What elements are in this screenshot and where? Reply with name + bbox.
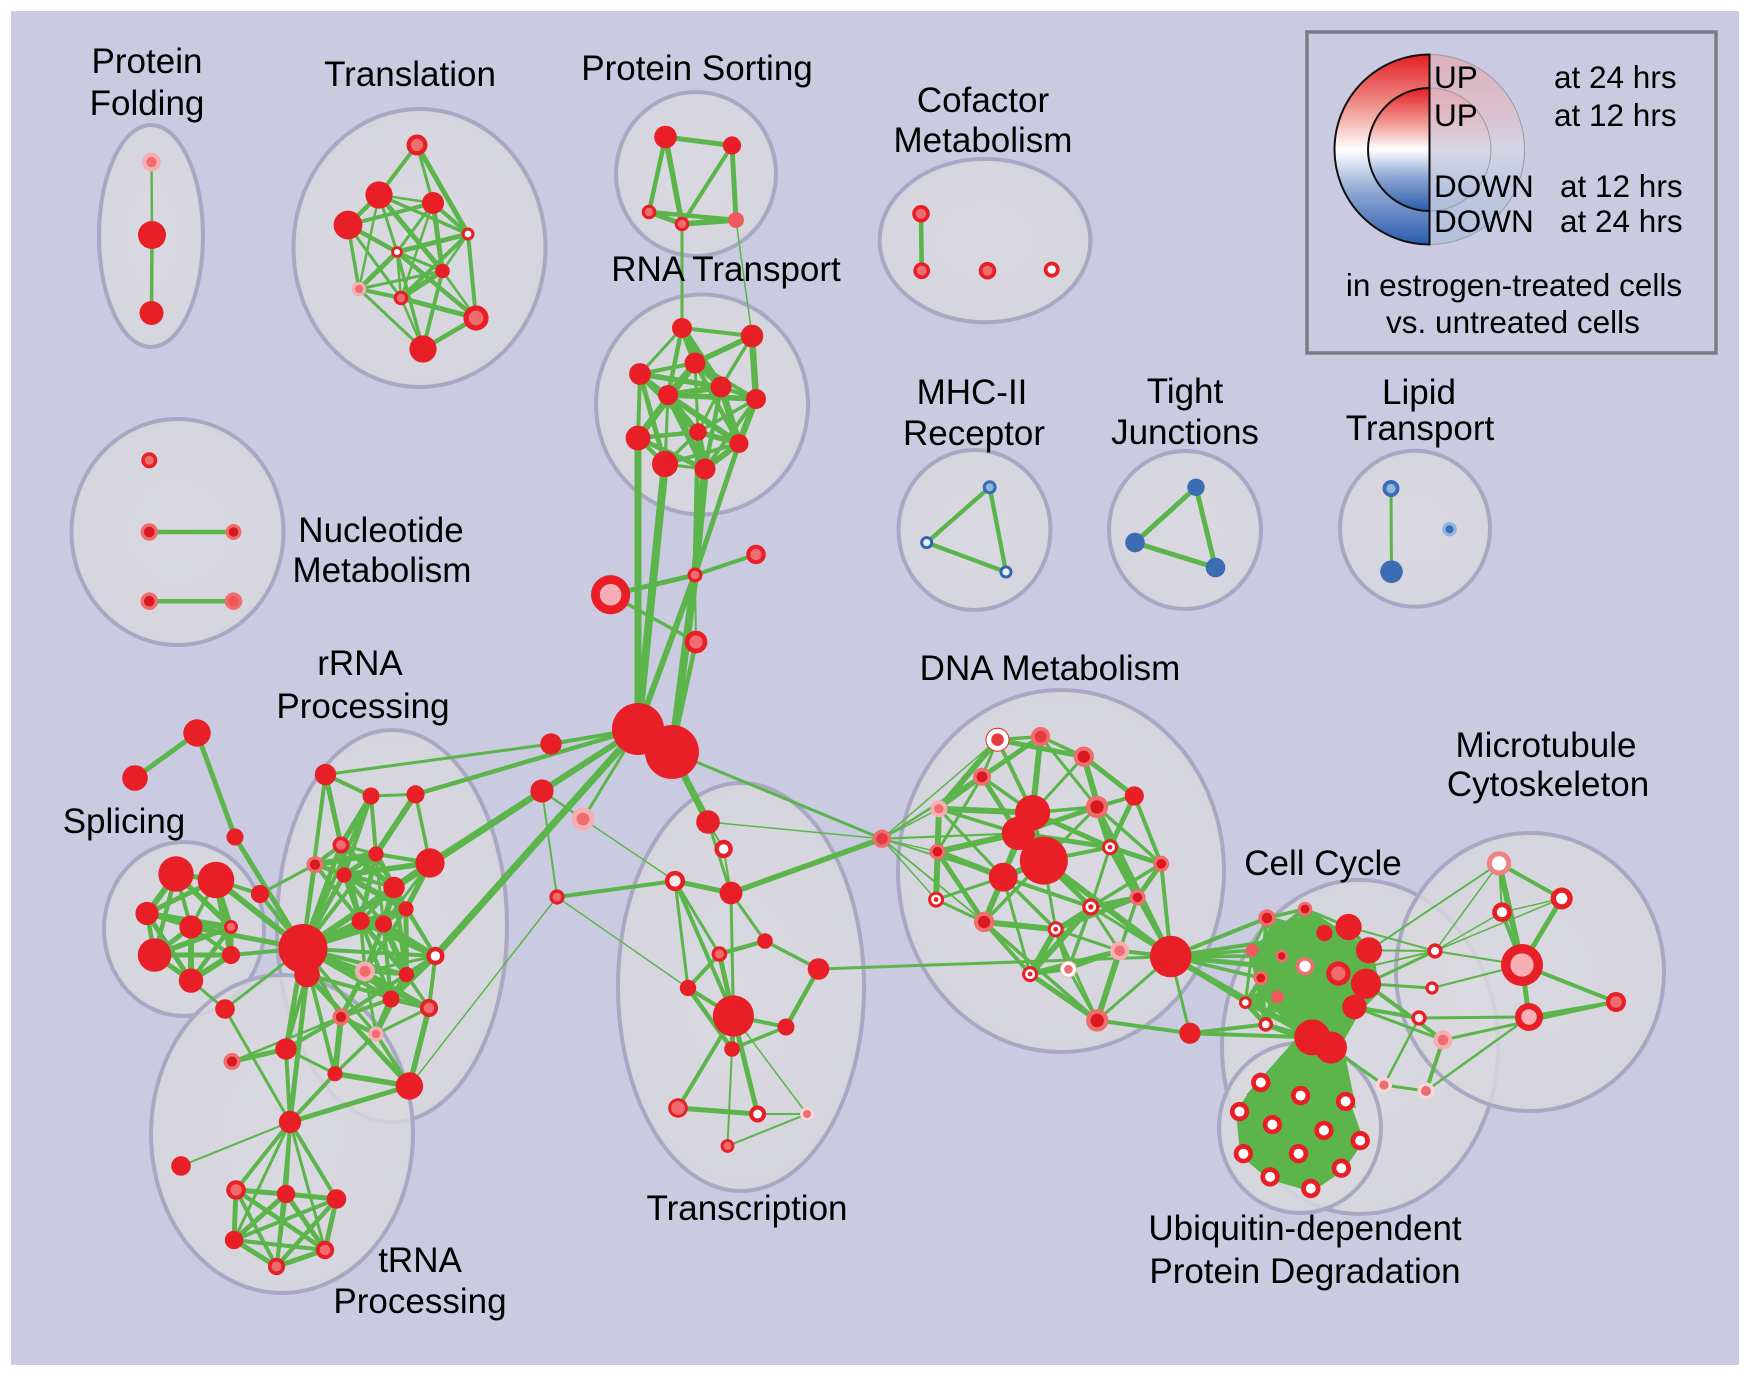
svg-text:at 12 hrs: at 12 hrs [1560, 168, 1683, 204]
svg-text:at 24 hrs: at 24 hrs [1560, 203, 1683, 239]
svg-text:Protein: Protein [92, 42, 203, 81]
svg-text:DOWN: DOWN [1434, 203, 1534, 239]
svg-text:Microtubule: Microtubule [1456, 726, 1637, 765]
svg-text:UP: UP [1434, 97, 1478, 133]
svg-text:rRNA: rRNA [317, 644, 403, 683]
svg-text:Receptor: Receptor [903, 414, 1045, 453]
svg-text:MHC-II: MHC-II [917, 373, 1028, 412]
svg-text:DNA Metabolism: DNA Metabolism [920, 649, 1181, 688]
svg-text:Processing: Processing [333, 1282, 506, 1321]
svg-text:Lipid: Lipid [1382, 373, 1456, 412]
svg-text:Metabolism: Metabolism [894, 121, 1073, 160]
svg-text:Translation: Translation [324, 55, 496, 94]
svg-text:Processing: Processing [276, 687, 449, 726]
svg-text:at 12 hrs: at 12 hrs [1554, 97, 1677, 133]
svg-text:Metabolism: Metabolism [293, 551, 472, 590]
svg-text:Nucleotide: Nucleotide [298, 511, 463, 550]
svg-text:Junctions: Junctions [1111, 413, 1259, 452]
svg-text:Folding: Folding [90, 84, 205, 123]
svg-text:Cofactor: Cofactor [917, 81, 1050, 120]
svg-text:Transport: Transport [1346, 409, 1495, 448]
svg-text:tRNA: tRNA [378, 1241, 462, 1280]
svg-text:DOWN: DOWN [1434, 168, 1534, 204]
svg-text:Transcription: Transcription [647, 1189, 848, 1228]
svg-text:Cell Cycle: Cell Cycle [1244, 844, 1402, 883]
svg-text:UP: UP [1434, 59, 1478, 95]
svg-text:Tight: Tight [1147, 372, 1224, 411]
svg-text:Cytoskeleton: Cytoskeleton [1447, 765, 1649, 804]
svg-text:Protein Sorting: Protein Sorting [581, 49, 813, 88]
svg-text:Protein Degradation: Protein Degradation [1149, 1252, 1460, 1291]
svg-text:in estrogen-treated cells: in estrogen-treated cells [1346, 267, 1682, 303]
svg-text:RNA Transport: RNA Transport [611, 250, 841, 289]
svg-text:at 24 hrs: at 24 hrs [1554, 59, 1677, 95]
svg-text:Splicing: Splicing [63, 802, 186, 841]
svg-text:Ubiquitin-dependent: Ubiquitin-dependent [1148, 1209, 1462, 1248]
svg-text:vs. untreated cells: vs. untreated cells [1386, 304, 1640, 340]
